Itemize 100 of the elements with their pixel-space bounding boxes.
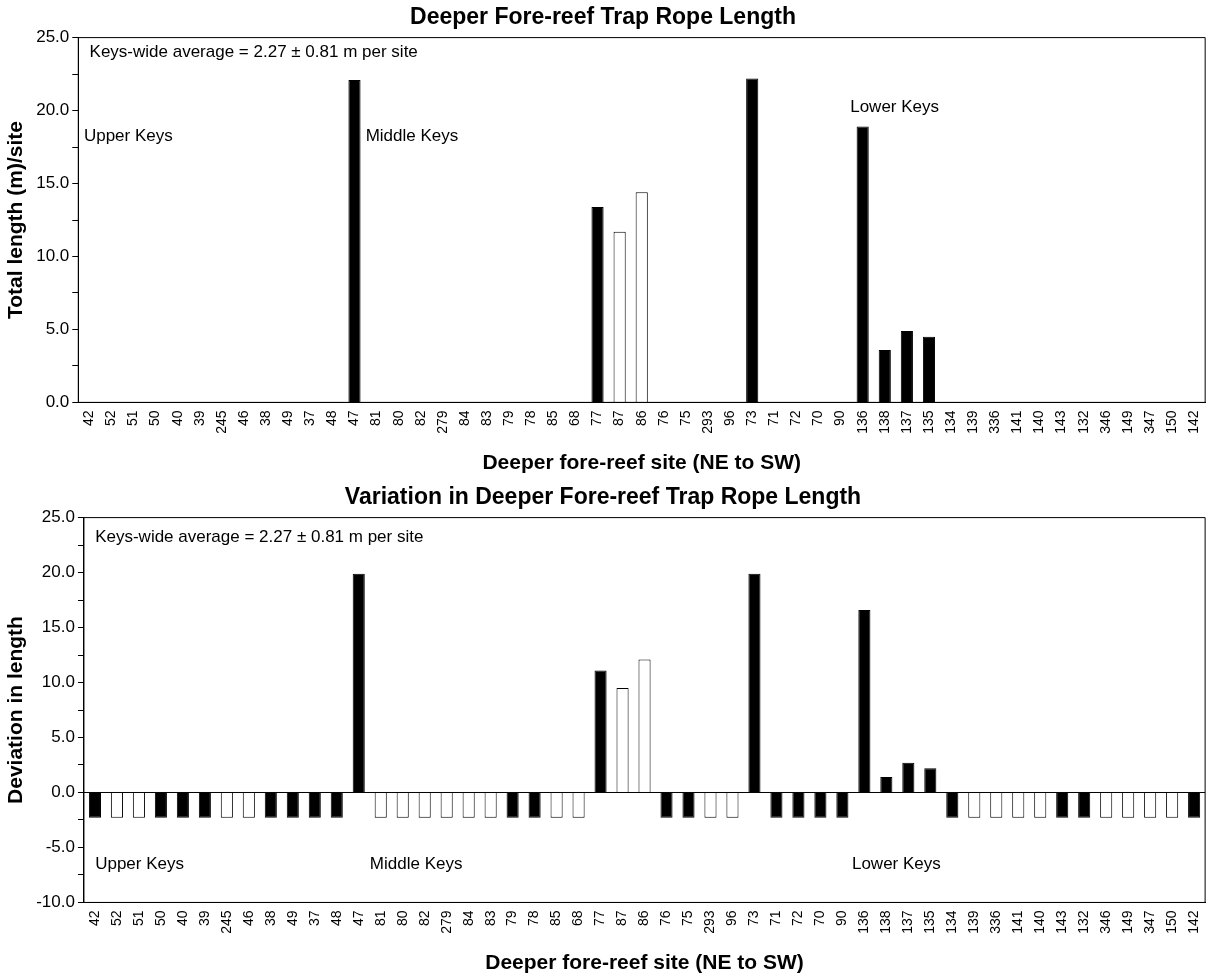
y-tick-label: -5.0 [45,837,75,857]
x-tick-label: 70 [809,410,826,427]
x-tick-label: 132 [1074,410,1091,434]
x-tick-label: 143 [1052,410,1069,434]
x-tick-label: 87 [610,410,627,427]
x-tick-label: 135 [921,910,938,934]
x-tick-label: 72 [787,410,804,427]
x-tick-label: 85 [547,910,564,927]
annotation: Lower Keys [851,853,941,873]
y-axis-title: Total length (m)/site [3,121,27,319]
x-tick-label: 132 [1075,910,1092,934]
y-axis-title: Deviation in length [3,616,27,804]
x-tick-label: 293 [698,410,715,434]
x-tick-label: 84 [459,910,476,927]
x-tick-label: 138 [875,410,892,434]
x-tick-label: 150 [1162,410,1179,434]
x-tick-label: 137 [897,410,914,434]
x-tick-label: 84 [455,410,472,427]
annotation: Upper Keys [83,125,173,145]
x-tick-label: 86 [632,410,649,427]
y-tick-label: 25.0 [41,507,75,527]
chart-title: Deeper Fore-reef Trap Rope Length [410,3,796,30]
x-tick-label: 77 [588,410,605,427]
x-tick-label: 37 [301,410,318,427]
x-tick-label: 68 [569,910,586,927]
x-tick-label: 42 [80,410,97,427]
x-tick-label: 149 [1118,410,1135,434]
x-axis-title: Deeper fore-reef site (NE to SW) [485,950,804,974]
x-tick-label: 279 [433,410,450,434]
y-tick-label: 5.0 [51,727,75,747]
x-tick-label: 80 [393,910,410,927]
x-tick-label: 90 [833,910,850,927]
x-tick-label: 38 [261,910,278,927]
x-tick-label: 83 [481,910,498,927]
x-tick-label: 68 [566,410,583,427]
x-tick-label: 71 [765,410,782,427]
x-tick-label: 52 [107,910,124,927]
x-tick-label: 48 [323,410,340,427]
x-tick-label: 134 [943,910,960,934]
x-tick-label: 47 [345,410,362,427]
x-tick-label: 143 [1053,910,1070,934]
x-tick-label: 346 [1096,410,1113,434]
x-tick-label: 42 [85,910,102,927]
y-tick-label: 0.0 [45,392,70,412]
x-tick-label: 51 [129,910,146,927]
x-tick-label: 138 [877,910,894,934]
x-tick-label: 50 [151,910,168,927]
x-tick-label: 347 [1140,410,1157,434]
x-tick-label: 137 [899,910,916,934]
y-tick-label: 5.0 [45,319,70,339]
annotation: Middle Keys [365,125,459,145]
x-tick-label: 136 [855,910,872,934]
x-tick-label: 71 [767,910,784,927]
annotation: Upper Keys [95,853,184,873]
x-tick-label: 85 [544,410,561,427]
x-tick-label: 134 [941,410,958,434]
x-tick-label: 49 [279,410,296,427]
x-tick-label: 140 [1030,410,1047,434]
y-tick-label: 25.0 [36,27,70,47]
x-tick-label: 46 [234,410,251,427]
x-tick-label: 70 [811,910,828,927]
x-tick-label: 80 [389,410,406,427]
x-tick-label: 142 [1184,410,1201,434]
x-tick-label: 336 [986,410,1003,434]
x-tick-label: 150 [1163,910,1179,934]
x-tick-label: 73 [745,910,762,927]
annotation: Middle Keys [369,853,463,873]
x-tick-label: 79 [500,410,517,427]
x-tick-label: 96 [723,910,740,927]
x-tick-label: 293 [701,910,718,934]
x-tick-label: 76 [654,410,671,427]
x-tick-label: 73 [743,410,760,427]
annotation: Lower Keys [850,96,940,116]
x-tick-label: 82 [411,410,428,427]
x-tick-label: 86 [635,910,652,927]
x-tick-label: 139 [965,910,982,934]
x-tick-label: 72 [789,910,806,927]
x-tick-label: 279 [437,910,454,934]
y-tick-label: 10.0 [36,246,70,266]
x-tick-label: 77 [591,910,608,927]
x-tick-label: 46 [239,910,256,927]
x-axis-title: Deeper fore-reef site (NE to SW) [482,450,802,474]
x-tick-label: 141 [1008,410,1025,434]
y-tick-label: 15.0 [41,617,75,637]
x-tick-label: 140 [1031,910,1048,934]
x-tick-label: 149 [1119,910,1136,934]
annotation: Keys-wide average = 2.27 ± 0.81 m per site [95,526,424,546]
y-tick-label: 20.0 [41,562,75,582]
x-tick-label: 75 [676,410,693,427]
x-tick-label: 336 [987,910,1004,934]
x-tick-label: 47 [349,910,366,927]
x-tick-label: 87 [613,910,630,927]
x-tick-label: 96 [720,410,737,427]
x-tick-label: 40 [168,410,185,427]
x-tick-label: 81 [367,410,384,427]
x-tick-label: 75 [679,910,696,927]
x-tick-label: 76 [657,910,674,927]
x-tick-label: 346 [1097,910,1114,934]
x-tick-label: 82 [415,910,432,927]
x-tick-label: 38 [256,410,273,427]
